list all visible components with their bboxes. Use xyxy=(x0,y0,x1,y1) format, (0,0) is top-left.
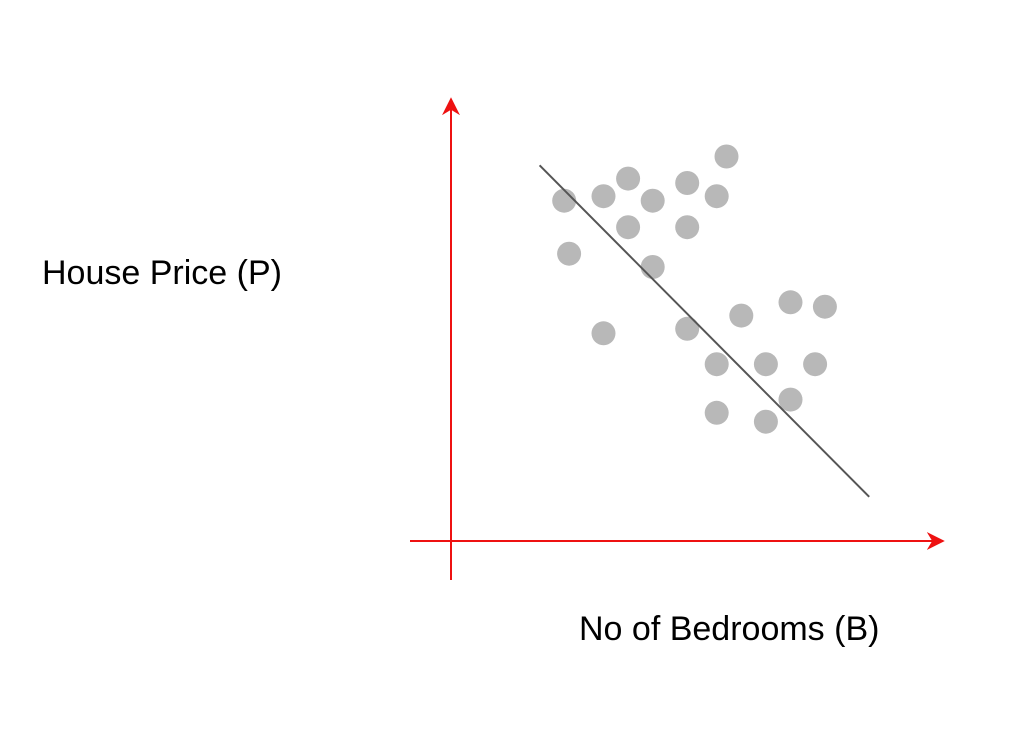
y-axis-label: House Price (P) xyxy=(42,254,282,292)
data-point xyxy=(591,321,616,346)
data-point xyxy=(812,294,837,319)
data-point xyxy=(704,184,729,209)
data-point xyxy=(640,188,665,213)
data-point xyxy=(704,400,729,425)
data-point xyxy=(591,184,616,209)
data-point xyxy=(675,215,700,240)
data-point xyxy=(557,241,582,266)
data-point xyxy=(675,171,700,195)
data-point xyxy=(729,303,754,328)
data-points xyxy=(552,144,837,434)
data-point xyxy=(714,144,739,169)
data-point xyxy=(552,188,577,213)
trend-line xyxy=(538,164,870,498)
data-point xyxy=(616,215,641,240)
data-point xyxy=(753,409,778,434)
data-point xyxy=(675,316,700,341)
data-point xyxy=(704,352,729,377)
data-point xyxy=(616,166,641,191)
x-axis-label: No of Bedrooms (B) xyxy=(579,610,879,648)
data-point xyxy=(753,352,778,377)
data-point xyxy=(803,352,828,377)
data-point xyxy=(778,290,803,315)
trend-line-layer xyxy=(538,164,870,498)
data-point xyxy=(640,255,665,279)
data-point xyxy=(778,387,803,412)
